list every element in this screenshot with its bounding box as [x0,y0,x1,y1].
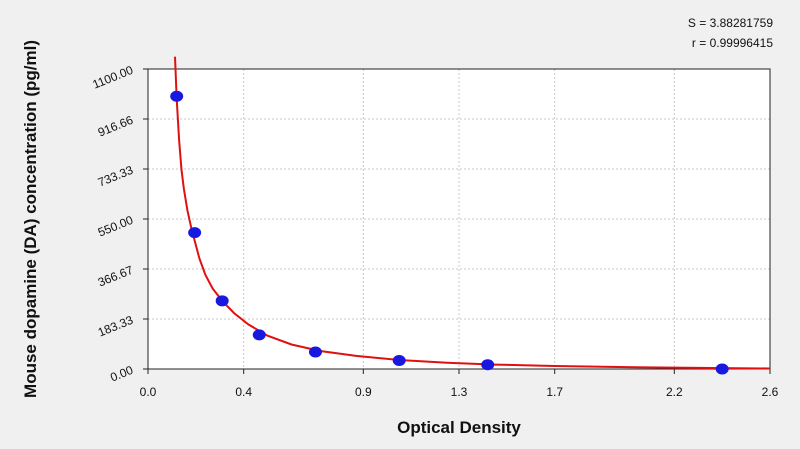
x-axis-title: Optical Density [397,418,521,437]
data-point [392,354,406,366]
data-point [215,295,229,307]
data-point [170,90,184,102]
y-tick-label: 366.67 [96,263,136,290]
y-tick-label: 916.66 [96,113,136,140]
y-tick-label: 1100.00 [90,63,135,92]
fit-curve [174,56,771,370]
x-axis-ticks: 0.0 0.4 0.9 1.3 1.7 2.2 2.6 [140,369,779,399]
x-tick-label: 1.7 [546,385,563,399]
y-tick-label: 733.33 [96,163,136,190]
data-point [481,359,495,371]
x-tick-label: 0.4 [235,385,252,399]
x-tick-label: 2.6 [762,385,779,399]
x-tick-label: 1.3 [451,385,468,399]
x-tick-label: 2.2 [666,385,683,399]
y-tick-label: 0.00 [108,363,135,385]
s-statistic: S = 3.88281759 [688,16,773,30]
data-point [715,363,729,375]
y-tick-label: 550.00 [96,213,136,240]
r-statistic: r = 0.99996415 [692,36,773,50]
data-point [308,346,322,358]
data-point [252,329,266,341]
data-point [188,227,202,239]
data-points [170,90,729,375]
y-axis-ticks: 0.00 183.33 366.67 550.00 733.33 916.66 1100.0… [90,63,148,385]
y-tick-label: 183.33 [96,313,136,340]
x-tick-label: 0.0 [140,385,157,399]
y-axis-title: Mouse dopamine (DA) concentration (pg/ml… [21,40,40,398]
x-tick-label: 0.9 [355,385,372,399]
